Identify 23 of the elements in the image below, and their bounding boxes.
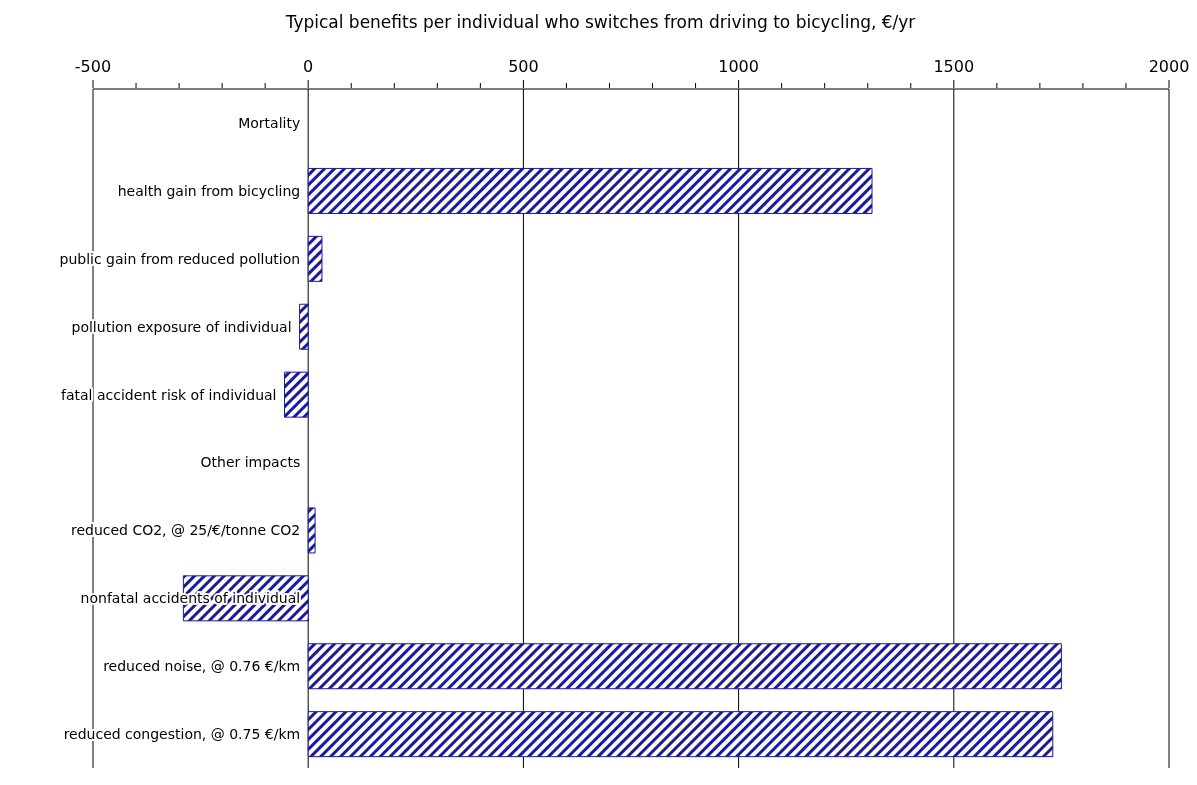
y-tick-label: reduced noise, @ 0.76 €/km: [103, 658, 301, 675]
x-tick-label: -500: [74, 57, 112, 76]
bar: [307, 167, 873, 214]
y-tick-label: reduced CO2, @ 25/€/tonne CO2: [70, 522, 301, 539]
y-tick-label: Other impacts: [200, 454, 301, 471]
y-tick-label: reduced congestion, @ 0.75 €/km: [63, 726, 301, 743]
chart-title: Typical benefits per individual who switches from driving to bicycling, €/yr: [284, 12, 917, 32]
bar: [307, 711, 1054, 758]
x-tick-label: 1500: [933, 57, 975, 76]
bar: [307, 507, 316, 554]
y-tick-label: health gain from bicycling: [117, 182, 301, 199]
x-tick-label: 2000: [1148, 57, 1190, 76]
bar: [307, 235, 323, 282]
y-tick-label: public gain from reduced pollution: [59, 250, 301, 267]
y-tick-label: fatal accident risk of individual: [61, 386, 277, 403]
x-tick-label: 500: [508, 57, 539, 76]
x-tick-label: 0: [303, 57, 314, 76]
bar: [299, 303, 309, 350]
bar: [284, 371, 309, 418]
y-tick-label: Mortality: [238, 114, 301, 131]
y-tick-label: pollution exposure of individual: [71, 318, 292, 335]
x-tick-label: 1000: [718, 57, 759, 76]
bar: [307, 643, 1062, 690]
